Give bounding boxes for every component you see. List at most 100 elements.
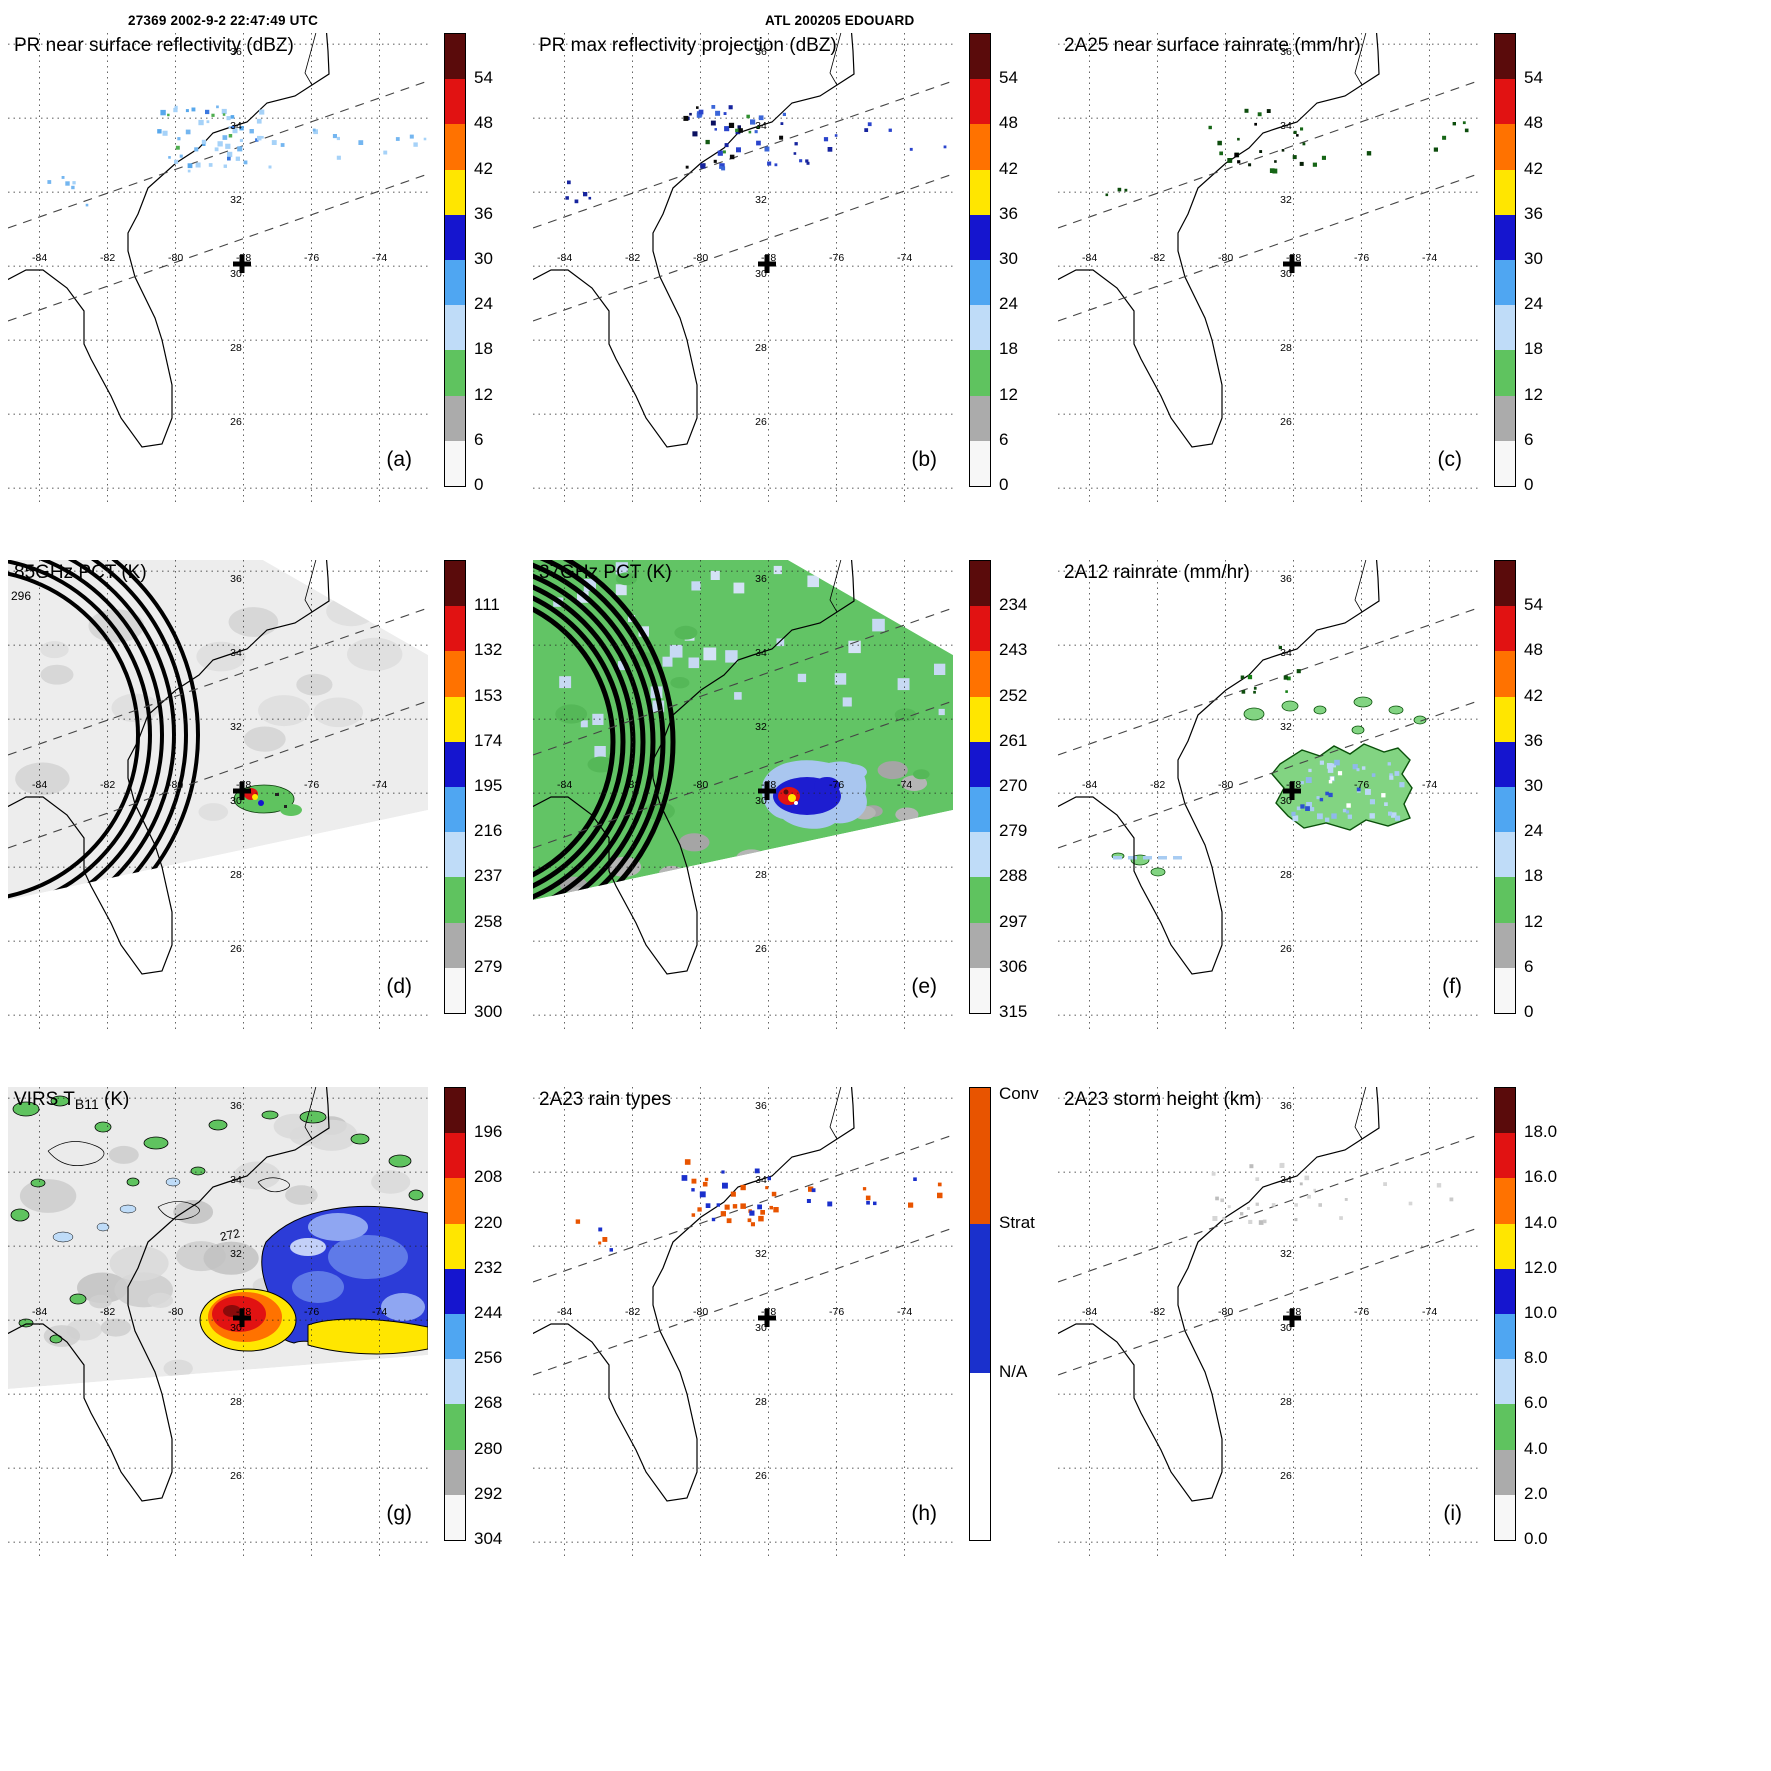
panel-letter: (b) [911, 448, 937, 471]
colorbar-segment [970, 79, 990, 125]
colorbar-segment [1495, 1178, 1515, 1224]
lon-label: -80 [1218, 252, 1233, 264]
colorbar-segment [1495, 305, 1515, 351]
panel-b: -84 -82 -80 -78 -76 -74 36 34 32 30 28 26 PR max ref… [533, 33, 1058, 560]
lat-label: 34 [1280, 120, 1292, 132]
colorbar-segment [445, 259, 465, 306]
colorbar-tick-label: 6 [474, 429, 484, 449]
colorbar-tick-label: 18.0 [1524, 1122, 1558, 1142]
lat-label: 26 [755, 1470, 767, 1482]
lat-label: 36 [755, 1100, 767, 1112]
coastline [8, 33, 330, 448]
colorbar-tick-label: N/A [999, 1361, 1028, 1381]
lon-label: -84 [32, 252, 47, 264]
lon-label: -82 [100, 252, 115, 264]
colorbar-segment [970, 395, 990, 441]
panel-e: -84 -82 -80 -78 -76 -74 36 34 32 30 28 26 37GHz PCT … [533, 560, 1058, 1087]
colorbar-tick-label: 256 [474, 1348, 503, 1368]
lat-label: 30 [230, 795, 242, 807]
coastline [533, 1087, 855, 1502]
panel-letter: (a) [386, 448, 412, 471]
colorbar-segment [970, 440, 990, 486]
panel-letter: (f) [1442, 975, 1462, 998]
colorbar-ticks: 196 208 220 232 244 256 268 280 292 304 [444, 1087, 530, 1548]
lon-label: -84 [557, 779, 572, 791]
colorbar: 54 48 42 36 30 24 18 12 6 0 [1494, 560, 1580, 1021]
lon-label: -84 [32, 1306, 47, 1318]
colorbar-segment [970, 832, 990, 878]
graticule [8, 33, 428, 503]
colorbar-segment [445, 1223, 465, 1269]
coastline [533, 33, 855, 448]
lat-label: 32 [1280, 721, 1292, 733]
lon-label: -74 [372, 252, 387, 264]
lat-label: 36 [230, 1100, 242, 1112]
colorbar-gradient [969, 560, 991, 1014]
colorbar-tick-label: 24 [1524, 821, 1543, 841]
colorbar-segment [970, 651, 990, 697]
colorbar-tick-label: 315 [999, 1002, 1028, 1021]
colorbar-segment [445, 1313, 465, 1360]
colorbar-segment [1495, 259, 1515, 306]
colorbar-segment [445, 124, 465, 170]
colorbar-segment [970, 305, 990, 351]
panel-title: PR near surface reflectivity (dBZ) [14, 35, 294, 56]
colorbar-segment [1495, 696, 1515, 742]
lon-label: -80 [168, 779, 183, 791]
colorbar-tick-label: 48 [474, 113, 493, 133]
colorbar-segment [970, 169, 990, 215]
colorbar-tick-label: 30 [474, 249, 493, 268]
lon-label: -82 [1150, 1306, 1165, 1318]
lat-label: 36 [755, 573, 767, 585]
colorbar-tick-label: 195 [474, 776, 503, 795]
colorbar-gradient [444, 33, 466, 487]
colorbar-tick-label: 261 [999, 730, 1028, 750]
swath-field-85ghz [8, 560, 428, 900]
colorbar-segment [970, 1088, 990, 1224]
colorbar-tick-label: 18 [1524, 866, 1543, 886]
colorbar-segment [1495, 34, 1515, 80]
colorbar-tick-label: 42 [1524, 685, 1543, 705]
lon-label: -80 [1218, 779, 1233, 791]
colorbar-segment [970, 214, 990, 260]
colorbar-tick-label: 24 [999, 294, 1018, 314]
colorbar-tick-label: 280 [474, 1438, 503, 1458]
lon-label: -74 [897, 779, 912, 791]
storm-center-marker [1283, 782, 1301, 800]
contour-label: 272 [219, 1226, 242, 1244]
graticule [1058, 33, 1478, 503]
panel-letter: (i) [1443, 1502, 1462, 1525]
storm-center-marker [1283, 255, 1301, 273]
lat-label: 28 [1280, 1396, 1292, 1408]
colorbar-segment [445, 1088, 465, 1134]
scan-edge-arcs [8, 560, 200, 900]
colorbar-segment [445, 169, 465, 215]
colorbar-segment [970, 259, 990, 306]
storm-center-marker [758, 782, 776, 800]
storm-cell-37ghz [761, 760, 867, 829]
colorbar: 54 48 42 36 30 24 18 12 6 0 [969, 33, 1055, 494]
colorbar-ticks: 54 48 42 36 30 24 18 12 6 0 [969, 33, 1055, 494]
colorbar-tick-label: 220 [474, 1212, 503, 1232]
orbit-timestamp: 27369 2002-9-2 22:47:49 UTC [128, 13, 319, 28]
colorbar-tick-label: 18 [999, 339, 1018, 359]
swath-edge-lines [1058, 80, 1478, 322]
rain-pixels [1105, 108, 1469, 197]
colorbar-tick-label: 111 [474, 595, 500, 615]
lat-label: 34 [1280, 1174, 1292, 1186]
lat-label: 30 [1280, 795, 1292, 807]
graticule [1058, 560, 1478, 1030]
lat-label: 36 [755, 46, 767, 58]
panel-title: 2A23 storm height (km) [1064, 1089, 1261, 1110]
panel-title: 85GHz PCT (K) [14, 562, 147, 583]
lon-label: -74 [372, 779, 387, 791]
lon-label: -84 [1082, 252, 1097, 264]
colorbar-ticks: 234 243 252 261 270 279 288 297 306 315 [969, 560, 1055, 1021]
graticule [8, 560, 428, 1030]
colorbar-tick-label: 268 [474, 1393, 503, 1413]
coastline-sound [829, 33, 842, 86]
colorbar-segment [970, 561, 990, 607]
colorbar-tick-label: 237 [474, 866, 503, 886]
